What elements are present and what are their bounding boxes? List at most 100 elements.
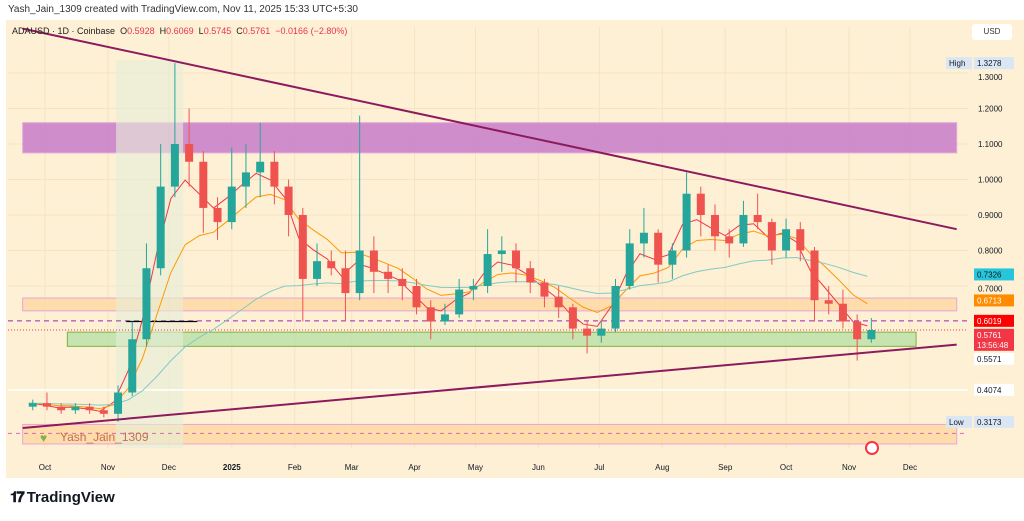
chart-credit: Yash_Jain_1309 created with TradingView.… bbox=[8, 4, 358, 15]
candle-body bbox=[241, 172, 250, 187]
countdown-label: 13:56:48 bbox=[977, 341, 1009, 350]
price-label: 0.3173 bbox=[977, 418, 1002, 427]
price-label: 0.6713 bbox=[977, 296, 1002, 305]
high-label: H bbox=[159, 26, 167, 36]
x-tick-label: Aug bbox=[655, 463, 669, 472]
x-tick-label: Oct bbox=[780, 463, 793, 472]
x-tick-label: Jul bbox=[594, 463, 604, 472]
y-tick-label: 0.7000 bbox=[978, 284, 1003, 293]
trendline bbox=[22, 27, 957, 231]
candle-body bbox=[455, 289, 464, 315]
candle-body bbox=[355, 250, 364, 294]
candle-body bbox=[654, 232, 663, 265]
price-tag-label: High bbox=[949, 59, 965, 68]
x-tick-label: Sep bbox=[718, 463, 733, 472]
candle-body bbox=[838, 303, 847, 322]
y-tick-label: 0.8000 bbox=[978, 247, 1003, 256]
y-tick-label: 1.2000 bbox=[978, 105, 1003, 114]
price-label: 0.6019 bbox=[977, 317, 1002, 326]
x-tick-label: Jun bbox=[532, 463, 545, 472]
candle-body bbox=[753, 215, 762, 223]
close-label: C bbox=[236, 26, 243, 36]
candle-body bbox=[284, 186, 293, 215]
candle-body bbox=[298, 215, 307, 279]
y-tick-label: 1.1000 bbox=[978, 140, 1003, 149]
plot-area bbox=[8, 27, 968, 448]
x-tick-label: Nov bbox=[842, 463, 856, 472]
symbol-legend: ADAUSD · 1D · Coinbase O0.5928 H0.6069 L… bbox=[12, 26, 347, 36]
low-value: 0.5745 bbox=[203, 26, 232, 36]
candle-body bbox=[398, 278, 407, 286]
candle-body bbox=[497, 250, 506, 255]
candle-body bbox=[639, 232, 648, 244]
price-tag-bg bbox=[946, 415, 972, 428]
candle-body bbox=[625, 243, 634, 286]
price-tag-label: Low bbox=[949, 418, 964, 427]
candle-body bbox=[57, 406, 66, 411]
x-tick-label: Mar bbox=[345, 463, 359, 472]
price-label-bg bbox=[974, 294, 1014, 307]
price-label: 0.5761 bbox=[977, 331, 1002, 340]
candle-body bbox=[440, 314, 449, 322]
x-tick-label: Apr bbox=[408, 463, 421, 472]
candle-body bbox=[554, 296, 563, 308]
candle-body bbox=[867, 329, 876, 340]
candle-body bbox=[583, 328, 592, 336]
x-tick-label: Nov bbox=[101, 463, 115, 472]
watermark-text: Yash_Jain_1309 bbox=[60, 430, 149, 444]
high-value: 0.6069 bbox=[166, 26, 194, 36]
us-flag-event-icon bbox=[865, 441, 879, 455]
price-label-bg bbox=[974, 415, 1014, 428]
candle-body bbox=[313, 261, 322, 279]
candle-body bbox=[668, 250, 677, 265]
x-tick-label: 2025 bbox=[223, 463, 241, 472]
candle-body bbox=[568, 307, 577, 329]
candle-body bbox=[824, 300, 833, 304]
candle-body bbox=[256, 161, 265, 173]
candle-body bbox=[526, 268, 535, 283]
open-value: 0.5928 bbox=[127, 26, 155, 36]
candle-body bbox=[71, 406, 80, 411]
candle-body bbox=[725, 236, 734, 244]
currency-button[interactable]: USD bbox=[972, 24, 1012, 40]
y-tick-label: 0.9000 bbox=[978, 211, 1003, 220]
x-tick-label: Dec bbox=[903, 463, 917, 472]
heart-icon: ♥ bbox=[40, 431, 47, 445]
price-label-bg bbox=[974, 268, 1014, 281]
candle-body bbox=[85, 406, 94, 411]
x-tick-label: Feb bbox=[288, 463, 302, 472]
close-value: 0.5761 bbox=[242, 26, 271, 36]
x-tick-label: Dec bbox=[162, 463, 176, 472]
candle-body bbox=[341, 268, 350, 294]
candle-body bbox=[227, 186, 236, 223]
candle-body bbox=[99, 410, 108, 414]
price-label: 1.3278 bbox=[977, 59, 1002, 68]
candle-body bbox=[199, 161, 208, 208]
candle-body bbox=[270, 161, 279, 187]
y-tick-label: 1.3000 bbox=[978, 73, 1003, 82]
open-label: O bbox=[120, 26, 128, 36]
x-tick-label: May bbox=[468, 463, 483, 472]
candle-body bbox=[28, 403, 37, 407]
tradingview-mark-icon: 𝟏𝟕 bbox=[10, 489, 25, 506]
price-label-bg bbox=[974, 383, 1014, 396]
candle-body bbox=[156, 186, 165, 269]
candle-body bbox=[739, 215, 748, 244]
price-tag-bg bbox=[946, 57, 972, 70]
candle-body bbox=[767, 222, 776, 251]
candle-body bbox=[540, 282, 549, 297]
candle-body bbox=[185, 144, 194, 162]
change-value: −0.0166 (−2.80%) bbox=[275, 26, 348, 36]
price-label: 0.7326 bbox=[977, 270, 1002, 279]
price-label-bg bbox=[974, 328, 1014, 351]
symbol-name[interactable]: ADAUSD · 1D · Coinbase bbox=[12, 26, 116, 36]
price-zone bbox=[22, 423, 958, 445]
candle-body bbox=[213, 207, 222, 223]
candle-body bbox=[384, 271, 393, 279]
candle-body bbox=[796, 229, 805, 251]
price-zone bbox=[66, 331, 917, 347]
candle-body bbox=[597, 328, 606, 336]
price-label: 0.5571 bbox=[977, 355, 1002, 364]
moving-average-line bbox=[28, 172, 868, 412]
